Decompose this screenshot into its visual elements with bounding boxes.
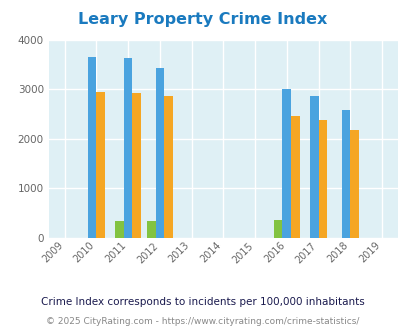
Text: Crime Index corresponds to incidents per 100,000 inhabitants: Crime Index corresponds to incidents per… <box>41 297 364 307</box>
Bar <box>147 221 155 238</box>
Bar <box>87 57 96 238</box>
Text: © 2025 CityRating.com - https://www.cityrating.com/crime-statistics/: © 2025 CityRating.com - https://www.city… <box>46 317 359 326</box>
Text: Leary Property Crime Index: Leary Property Crime Index <box>78 12 327 26</box>
Bar <box>290 116 299 238</box>
Bar <box>124 58 132 238</box>
Bar <box>132 93 141 238</box>
Bar <box>350 130 358 238</box>
Bar <box>309 96 318 238</box>
Bar <box>115 221 124 238</box>
Bar <box>155 68 164 238</box>
Bar <box>273 220 282 238</box>
Bar <box>341 110 350 238</box>
Bar <box>96 92 104 238</box>
Bar <box>164 96 172 238</box>
Bar <box>318 120 326 238</box>
Bar <box>282 89 290 238</box>
